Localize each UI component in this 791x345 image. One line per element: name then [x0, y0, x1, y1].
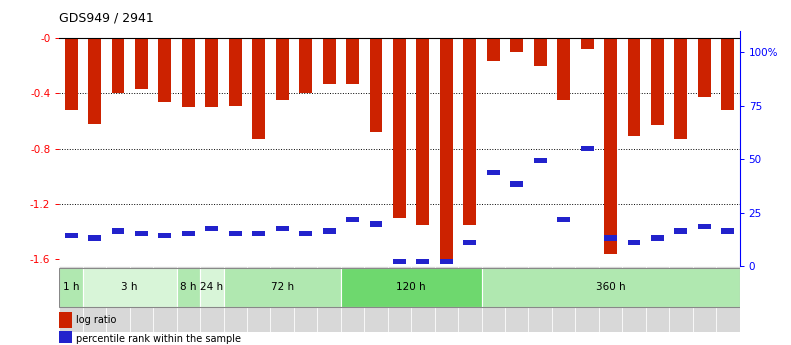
Bar: [464, 240, 476, 245]
Bar: [393, 259, 406, 264]
Bar: [206, 226, 218, 231]
Text: percentile rank within the sample: percentile rank within the sample: [76, 334, 241, 344]
Bar: [534, 38, 547, 66]
Bar: [224, 268, 341, 307]
Bar: [252, 231, 265, 236]
Text: 1 h: 1 h: [62, 282, 79, 292]
Bar: [557, 217, 570, 222]
Bar: [182, 38, 195, 107]
Text: 120 h: 120 h: [396, 282, 426, 292]
Text: 72 h: 72 h: [271, 282, 293, 292]
Text: 24 h: 24 h: [200, 282, 223, 292]
Bar: [675, 228, 687, 234]
Bar: [229, 38, 242, 106]
Bar: [229, 231, 242, 236]
Bar: [698, 38, 711, 98]
Bar: [510, 181, 523, 187]
Bar: [158, 38, 172, 102]
Bar: [65, 233, 78, 238]
Bar: [698, 224, 711, 229]
Bar: [112, 228, 124, 234]
Bar: [651, 236, 664, 241]
Bar: [276, 226, 289, 231]
Bar: [135, 38, 148, 89]
Bar: [158, 233, 172, 238]
Bar: [135, 231, 148, 236]
Bar: [581, 38, 593, 49]
Bar: [252, 38, 265, 139]
Bar: [346, 38, 359, 83]
Bar: [59, 268, 83, 307]
Bar: [675, 38, 687, 139]
Bar: [299, 231, 312, 236]
Text: log ratio: log ratio: [76, 315, 117, 325]
Bar: [176, 268, 200, 307]
Text: GDS949 / 2941: GDS949 / 2941: [59, 11, 154, 24]
Bar: [417, 38, 430, 225]
Bar: [206, 38, 218, 107]
Bar: [323, 228, 335, 234]
Bar: [534, 158, 547, 163]
Bar: [65, 38, 78, 110]
Bar: [88, 38, 101, 124]
Bar: [88, 236, 101, 241]
Bar: [83, 268, 176, 307]
Bar: [627, 240, 641, 245]
Bar: [557, 38, 570, 100]
Bar: [581, 146, 593, 151]
Text: 3 h: 3 h: [122, 282, 138, 292]
Bar: [346, 217, 359, 222]
Bar: [651, 38, 664, 125]
Bar: [393, 38, 406, 218]
Bar: [464, 38, 476, 225]
Bar: [276, 38, 289, 100]
Bar: [341, 268, 482, 307]
Bar: [486, 170, 500, 175]
Bar: [440, 259, 452, 264]
Bar: [200, 268, 224, 307]
Bar: [721, 228, 734, 234]
Bar: [510, 38, 523, 52]
Bar: [482, 268, 740, 307]
Bar: [627, 38, 641, 136]
Bar: [417, 259, 430, 264]
Bar: [369, 38, 383, 132]
Bar: [486, 38, 500, 61]
Bar: [59, 331, 71, 345]
Bar: [721, 38, 734, 110]
Bar: [182, 231, 195, 236]
Text: 8 h: 8 h: [180, 282, 197, 292]
Bar: [604, 236, 617, 241]
Bar: [440, 38, 452, 259]
Bar: [299, 38, 312, 93]
Text: 360 h: 360 h: [596, 282, 626, 292]
Bar: [604, 38, 617, 254]
Bar: [369, 221, 383, 227]
Bar: [112, 38, 124, 93]
Bar: [323, 38, 335, 83]
Bar: [59, 313, 71, 328]
